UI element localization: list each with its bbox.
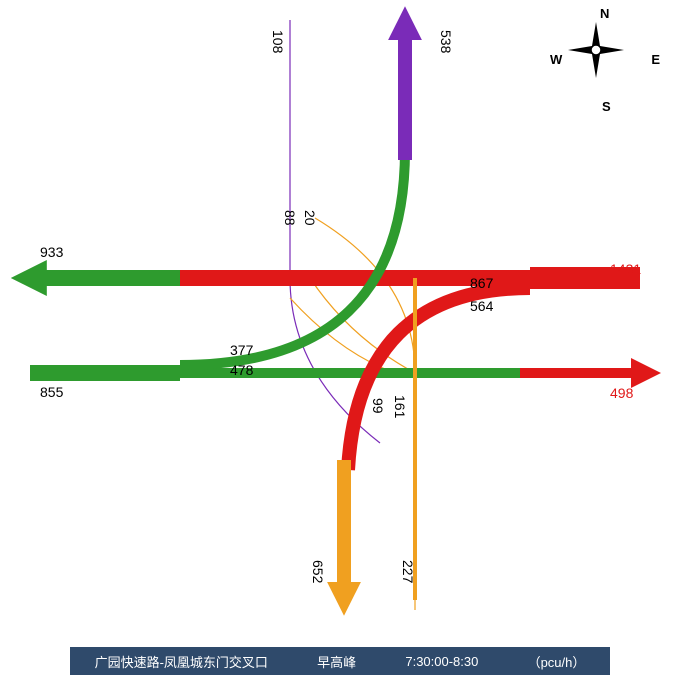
lbl-1431: 1431 (610, 261, 641, 277)
lbl-498: 498 (610, 385, 633, 401)
lbl-652: 652 (310, 560, 326, 583)
lbl-108: 108 (270, 30, 286, 53)
compass-rose (566, 20, 626, 80)
lbl-564: 564 (470, 298, 493, 314)
compass-s: S (602, 99, 611, 114)
lbl-933: 933 (40, 244, 63, 260)
lbl-20: 20 (302, 210, 318, 226)
lbl-99: 99 (370, 398, 386, 414)
traffic-flow-diagram: N S E W 538 108 933 855 1431 498 867 564… (0, 0, 676, 690)
lbl-538: 538 (438, 30, 454, 53)
lbl-855: 855 (40, 384, 63, 400)
footer-bar: 广园快速路-凤凰城东门交叉口 早高峰 7:30:00-8:30 （pcu/h） (70, 647, 610, 675)
footer-time: 7:30:00-8:30 (397, 654, 486, 669)
lbl-161: 161 (392, 395, 408, 418)
lbl-377: 377 (230, 342, 253, 358)
footer-unit: （pcu/h） (520, 652, 594, 671)
footer-period: 早高峰 (309, 652, 364, 671)
compass-w: W (550, 52, 562, 67)
lbl-88: 88 (282, 210, 298, 226)
lbl-867: 867 (470, 275, 493, 291)
lbl-478: 478 (230, 362, 253, 378)
compass-n: N (600, 6, 609, 21)
footer-title: 广园快速路-凤凰城东门交叉口 (87, 652, 276, 671)
flow-svg (0, 0, 676, 690)
lbl-227: 227 (400, 560, 416, 583)
compass: N S E W (566, 20, 646, 100)
compass-e: E (651, 52, 660, 67)
